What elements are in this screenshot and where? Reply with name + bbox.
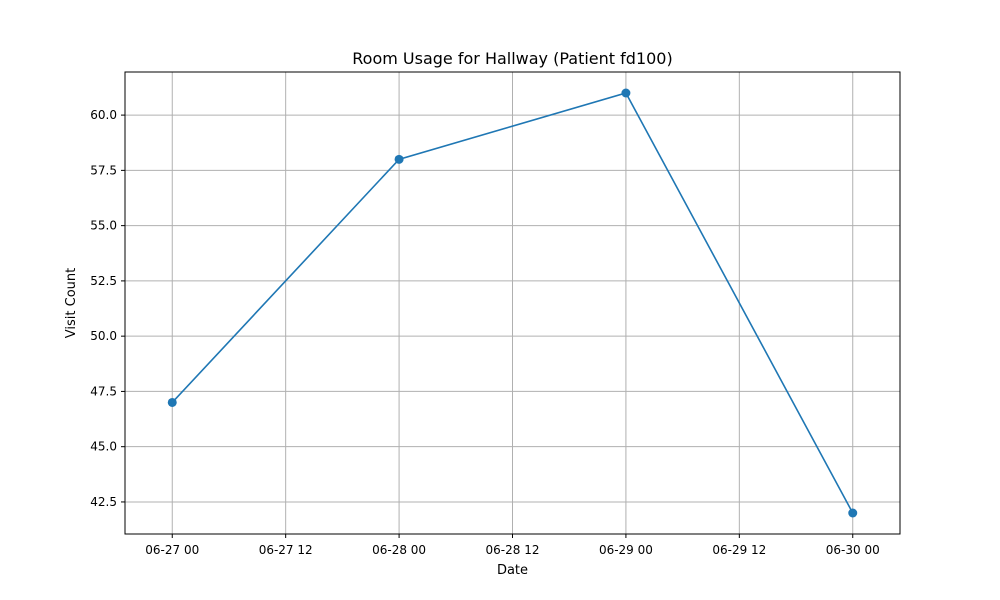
y-tick-label: 57.5: [90, 163, 117, 177]
x-tick-label: 06-29 12: [712, 543, 766, 557]
grid: [125, 72, 900, 534]
x-tick-label: 06-28 12: [486, 543, 540, 557]
x-tick-label: 06-27 12: [259, 543, 313, 557]
y-tick-label: 52.5: [90, 274, 117, 288]
data-point: [167, 397, 177, 407]
chart-title: Room Usage for Hallway (Patient fd100): [352, 49, 672, 68]
y-axis-label: Visit Count: [64, 268, 79, 338]
series-line: [171, 92, 854, 514]
y-tick-label: 55.0: [90, 219, 117, 233]
series-layer: [167, 88, 858, 518]
y-tick-label: 45.0: [90, 440, 117, 454]
x-tick-label: 06-30 00: [826, 543, 880, 557]
y-tick-label: 50.0: [90, 329, 117, 343]
y-tick-label: 47.5: [90, 384, 117, 398]
ticks: 06-27 00 06-27 12 06-28 00 06-28 12 06-29 00…: [90, 108, 879, 557]
x-tick-label: 06-27 00: [145, 543, 199, 557]
y-tick-label: 60.0: [90, 108, 117, 122]
x-tick-label: 06-28 00: [372, 543, 426, 557]
data-point: [848, 508, 858, 518]
data-point: [394, 154, 404, 164]
x-axis-label: Date: [497, 563, 528, 578]
x-tick-label: 06-29 00: [599, 543, 653, 557]
data-point: [621, 88, 631, 98]
y-tick-label: 42.5: [90, 495, 117, 509]
